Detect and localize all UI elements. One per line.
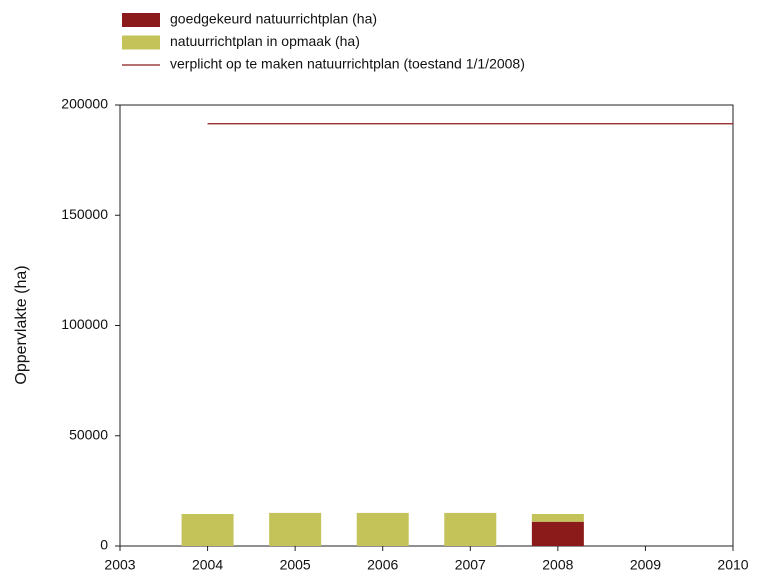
bar: [269, 512, 322, 546]
legend-label: verplicht op te maken natuurrichtplan (t…: [170, 56, 525, 72]
y-tick-label: 50000: [69, 426, 108, 442]
bar: [531, 514, 584, 522]
legend-swatch: [122, 13, 160, 27]
x-tick-label: 2005: [280, 557, 311, 573]
legend-label: goedgekeurd natuurrichtplan (ha): [170, 11, 377, 27]
legend-label: natuurrichtplan in opmaak (ha): [170, 33, 360, 49]
y-tick-label: 150000: [61, 206, 108, 222]
x-tick-label: 2003: [104, 557, 135, 573]
bar: [181, 514, 234, 546]
y-tick-label: 0: [100, 537, 108, 553]
plot-frame: [119, 104, 734, 547]
x-tick-label: 2009: [630, 557, 661, 573]
legend-swatch: [122, 35, 160, 50]
y-tick-label: 200000: [61, 96, 108, 112]
x-tick-label: 2006: [367, 557, 398, 573]
x-tick-label: 2010: [717, 557, 748, 573]
y-tick-label: 100000: [61, 316, 108, 332]
bar: [444, 512, 497, 546]
bar: [356, 512, 409, 546]
bar: [531, 521, 584, 546]
x-tick-label: 2004: [192, 557, 223, 573]
y-axis-label: Oppervlakte (ha): [13, 265, 30, 384]
x-tick-label: 2007: [455, 557, 486, 573]
x-tick-label: 2008: [542, 557, 573, 573]
